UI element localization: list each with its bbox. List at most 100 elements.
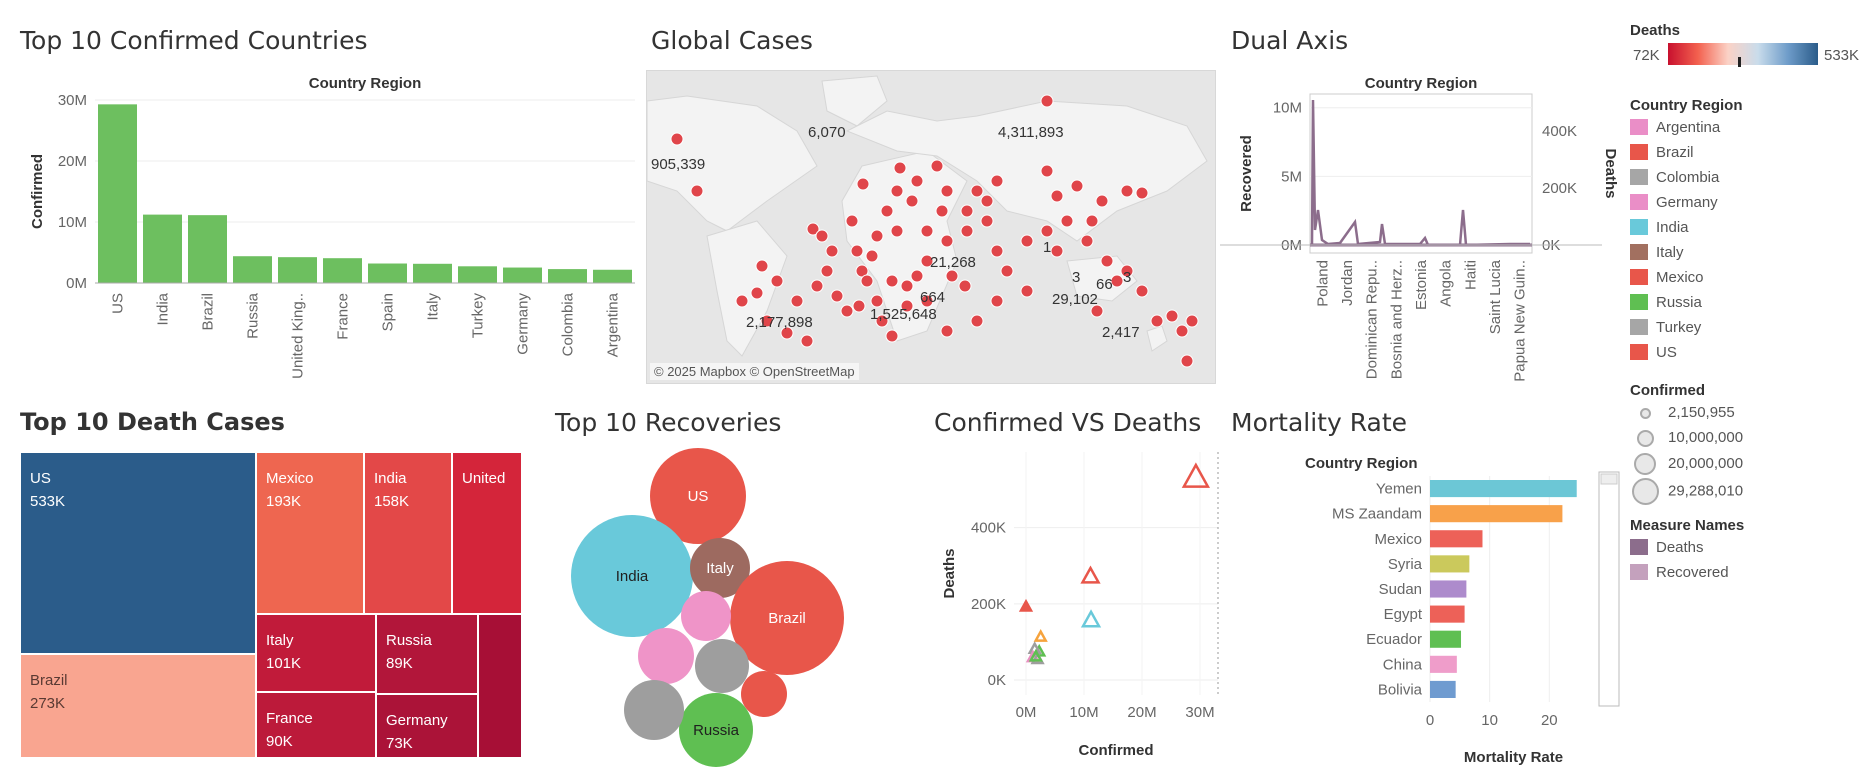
map-marker[interactable] bbox=[990, 294, 1004, 308]
map-marker[interactable] bbox=[845, 214, 859, 228]
map-marker[interactable] bbox=[940, 184, 954, 198]
legend-measure-item[interactable]: Recovered bbox=[1630, 563, 1860, 588]
treemap-cell[interactable]: France 90K bbox=[256, 692, 376, 758]
treemap-cell[interactable]: US 533K bbox=[20, 452, 256, 654]
map-marker[interactable] bbox=[960, 224, 974, 238]
mort-scroll-thumb[interactable] bbox=[1600, 473, 1618, 485]
map-marker[interactable] bbox=[940, 324, 954, 338]
scatter-point[interactable] bbox=[1181, 462, 1210, 488]
map-marker[interactable] bbox=[830, 289, 844, 303]
top10-confirmed-chart[interactable]: Country Region 0M 10M 20M 30M Confirmed US Indi… bbox=[0, 60, 640, 390]
legend-country-item[interactable]: India bbox=[1630, 218, 1860, 243]
legend-country-item[interactable]: Turkey bbox=[1630, 318, 1860, 343]
recovery-bubble[interactable] bbox=[571, 515, 693, 637]
legend-measure-item[interactable]: Deaths bbox=[1630, 538, 1860, 563]
map-marker[interactable] bbox=[1095, 194, 1109, 208]
map-marker[interactable] bbox=[990, 174, 1004, 188]
map-marker[interactable] bbox=[770, 274, 784, 288]
map-marker[interactable] bbox=[735, 294, 749, 308]
map-marker[interactable] bbox=[900, 299, 914, 313]
bar1-bar[interactable] bbox=[548, 269, 587, 283]
map-marker[interactable] bbox=[1000, 264, 1014, 278]
dual-axis-chart[interactable]: Country Region0M5M10M0K200K400KRecovered… bbox=[1220, 60, 1619, 390]
map-marker[interactable] bbox=[920, 294, 934, 308]
mort-bar[interactable] bbox=[1430, 630, 1462, 648]
map-marker[interactable] bbox=[1150, 314, 1164, 328]
legend-country-item[interactable]: US bbox=[1630, 343, 1860, 368]
map-marker[interactable] bbox=[1175, 324, 1189, 338]
map-marker[interactable] bbox=[1110, 274, 1124, 288]
treemap-cell[interactable]: Germany 73K bbox=[376, 694, 478, 758]
bar1-bar[interactable] bbox=[458, 266, 497, 283]
scatter-point[interactable] bbox=[1080, 565, 1101, 584]
legend-country-item[interactable]: Brazil bbox=[1630, 143, 1860, 168]
recovery-bubble[interactable] bbox=[681, 591, 731, 641]
mort-bar[interactable] bbox=[1430, 680, 1456, 698]
mort-bar[interactable] bbox=[1430, 580, 1467, 598]
map-marker[interactable] bbox=[1080, 234, 1094, 248]
map-marker[interactable] bbox=[935, 204, 949, 218]
map-marker[interactable] bbox=[1085, 214, 1099, 228]
map-marker[interactable] bbox=[1070, 179, 1084, 193]
scatter-point[interactable] bbox=[1033, 629, 1048, 642]
legend-country-item[interactable]: Germany bbox=[1630, 193, 1860, 218]
map-marker[interactable] bbox=[865, 249, 879, 263]
map-case-markers[interactable]: 905,339 6,070 4,311,893 21,268 1 664 3 66 3 29,10… bbox=[647, 71, 1215, 383]
map-marker[interactable] bbox=[1165, 309, 1179, 323]
bar1-bar[interactable] bbox=[503, 267, 542, 283]
map-marker[interactable] bbox=[893, 161, 907, 175]
bar1-bar[interactable] bbox=[143, 214, 182, 283]
legend-deaths-gradient[interactable]: 72K 533K bbox=[1630, 41, 1860, 69]
map-marker[interactable] bbox=[1040, 224, 1054, 238]
map-marker[interactable] bbox=[850, 244, 864, 258]
bar1-bar[interactable] bbox=[413, 263, 452, 283]
map-marker[interactable] bbox=[1100, 254, 1114, 268]
treemap-cell[interactable]: Italy 101K bbox=[256, 614, 376, 692]
map-marker[interactable] bbox=[1180, 354, 1194, 368]
map-marker[interactable] bbox=[990, 244, 1004, 258]
global-cases-map[interactable]: 905,339 6,070 4,311,893 21,268 1 664 3 66 3 29,10… bbox=[646, 70, 1216, 384]
map-marker[interactable] bbox=[1120, 264, 1134, 278]
map-marker[interactable] bbox=[852, 299, 866, 313]
map-marker[interactable] bbox=[970, 184, 984, 198]
map-marker[interactable] bbox=[800, 334, 814, 348]
map-marker[interactable] bbox=[1050, 244, 1064, 258]
map-marker[interactable] bbox=[1040, 94, 1054, 108]
legend-confirmed-item[interactable]: 20,000,000 bbox=[1630, 453, 1860, 478]
bar1-bar[interactable] bbox=[233, 256, 272, 283]
map-marker[interactable] bbox=[790, 294, 804, 308]
scatter-point[interactable] bbox=[1080, 609, 1102, 628]
bar1-bar[interactable] bbox=[188, 215, 227, 283]
mort-bar[interactable] bbox=[1430, 480, 1577, 498]
map-marker[interactable] bbox=[1040, 164, 1054, 178]
recovery-bubble[interactable] bbox=[690, 538, 750, 598]
map-marker[interactable] bbox=[960, 204, 974, 218]
legend-country-item[interactable]: Colombia bbox=[1630, 168, 1860, 193]
map-marker[interactable] bbox=[980, 194, 994, 208]
map-marker[interactable] bbox=[910, 174, 924, 188]
map-marker[interactable] bbox=[760, 314, 774, 328]
map-marker[interactable] bbox=[870, 294, 884, 308]
map-marker[interactable] bbox=[856, 177, 870, 191]
recovery-bubble[interactable] bbox=[679, 693, 753, 767]
scatter-point[interactable] bbox=[1018, 598, 1034, 612]
map-marker[interactable] bbox=[810, 279, 824, 293]
bar1-bar[interactable] bbox=[323, 258, 362, 283]
map-marker[interactable] bbox=[670, 132, 684, 146]
legend-country-item[interactable]: Russia bbox=[1630, 293, 1860, 318]
map-marker[interactable] bbox=[1020, 284, 1034, 298]
top10-recoveries-bubbles[interactable]: US India Italy Brazil Russia bbox=[550, 440, 870, 770]
map-marker[interactable] bbox=[755, 259, 769, 273]
map-marker[interactable] bbox=[920, 254, 934, 268]
map-marker[interactable] bbox=[945, 269, 959, 283]
treemap-cell[interactable]: India 158K bbox=[364, 452, 452, 614]
dual-series-line[interactable] bbox=[1310, 99, 1530, 247]
mort-bar[interactable] bbox=[1430, 505, 1563, 523]
mort-scrollbar[interactable] bbox=[1598, 471, 1620, 707]
map-marker[interactable] bbox=[1060, 214, 1074, 228]
treemap-cell[interactable]: Russia 89K bbox=[376, 614, 478, 694]
map-marker[interactable] bbox=[1135, 186, 1149, 200]
confirmed-vs-deaths-scatter[interactable]: 0K 200K 400K 0M 10M 20M 30M Deaths Confirmed bbox=[930, 440, 1230, 770]
map-marker[interactable] bbox=[890, 184, 904, 198]
mort-bar[interactable] bbox=[1430, 530, 1483, 548]
